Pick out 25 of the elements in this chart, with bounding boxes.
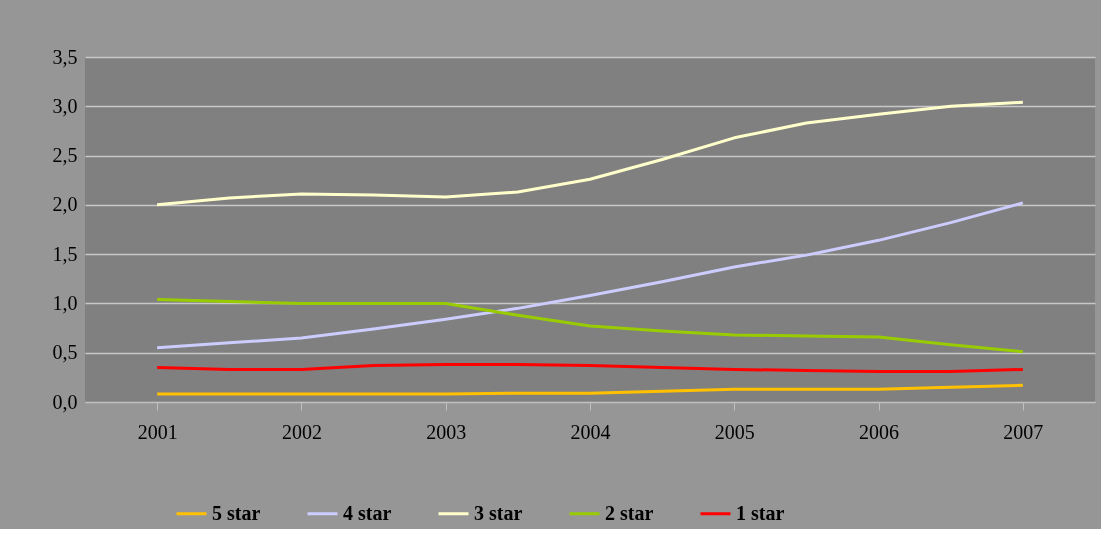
line-series <box>155 201 1025 350</box>
x-tick-label: 2003 <box>426 420 467 443</box>
line-series <box>155 100 1025 207</box>
y-tick-label: 1,5 <box>52 242 78 265</box>
x-tick-label: 2005 <box>714 420 755 443</box>
legend-label: 4 star <box>343 501 392 524</box>
line-series <box>155 363 1025 373</box>
legend-label: 2 star <box>605 501 654 524</box>
x-tick-label: 2006 <box>859 420 900 443</box>
x-tick-label: 2001 <box>137 420 178 443</box>
x-tick-label: 2002 <box>281 420 322 443</box>
legend-label: 3 star <box>474 501 523 524</box>
y-tick-label: 3,5 <box>52 45 78 68</box>
line-series <box>155 383 1025 396</box>
x-tick-label: 2007 <box>1003 420 1044 443</box>
y-tick-label: 3,0 <box>52 94 78 117</box>
y-tick-label: 2,5 <box>52 144 78 167</box>
x-tick-label: 2004 <box>570 420 611 443</box>
legend-label: 5 star <box>212 501 261 524</box>
y-tick-label: 1,0 <box>52 291 78 314</box>
y-tick-label: 2,0 <box>52 193 78 216</box>
y-tick-label: 0,5 <box>52 341 78 364</box>
y-tick-label: 0,0 <box>52 390 78 413</box>
line-series <box>155 297 1025 354</box>
legend-label: 1 star <box>736 501 785 524</box>
